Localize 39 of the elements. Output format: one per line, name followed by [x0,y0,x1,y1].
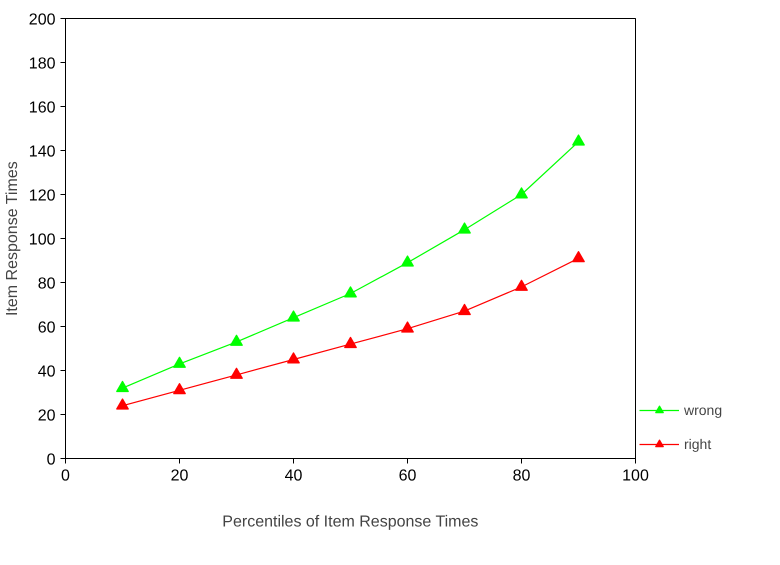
x-tick-label: 60 [398,468,416,484]
y-tick-label: 200 [28,12,56,28]
point [287,352,300,364]
y-tick-label: 160 [28,100,56,116]
legend-label: wrong [684,402,722,418]
y-tick-label: 180 [28,56,56,72]
y-tick-label: 20 [38,408,56,424]
y-tick-label: 40 [38,364,56,380]
point [116,398,129,410]
y-axis-title: Item Response Times [4,161,21,316]
point [116,380,129,392]
y-tick-label: 100 [28,232,56,248]
x-axis-title: Percentiles of Item Response Times [222,514,478,530]
point [515,279,528,291]
y-tick-label: 60 [38,320,56,336]
point [458,304,471,316]
y-tick-label: 120 [28,188,56,204]
y-tick-label: 140 [28,144,56,160]
x-tick-label: 40 [284,468,302,484]
point [572,134,585,146]
point [458,222,471,234]
point [287,310,300,322]
legend-label: right [684,436,712,452]
x-tick-label: 0 [61,468,70,484]
point [401,255,414,267]
y-tick-label: 0 [46,452,56,468]
point [173,356,186,368]
x-tick-label: 20 [170,468,188,484]
point [344,336,357,348]
point [230,367,243,379]
point [401,321,414,333]
x-tick-label: 100 [622,468,649,484]
y-tick-label: 80 [38,276,56,292]
point [173,382,186,394]
point [344,286,357,298]
x-tick-label: 80 [512,468,530,484]
point [572,250,585,262]
point [230,334,243,346]
point [515,187,528,198]
